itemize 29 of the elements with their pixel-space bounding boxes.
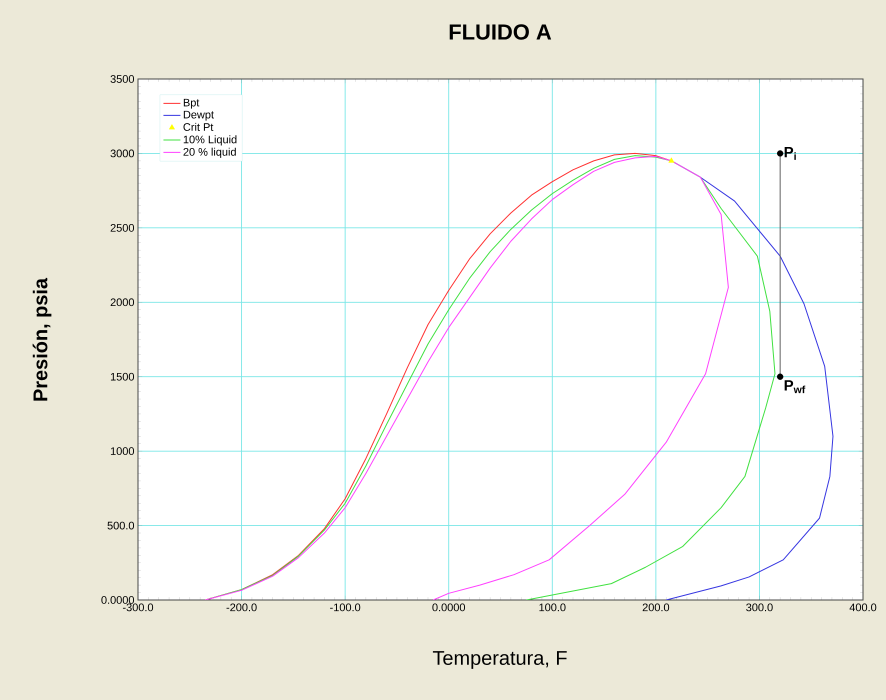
annotation: P$_{wf}$ — [784, 380, 806, 394]
point — [776, 374, 784, 380]
y-tick-label: 1000 — [110, 447, 134, 456]
legend-label: Bpt — [184, 98, 200, 109]
point — [776, 150, 784, 157]
x-tick-label: -200.0 — [226, 604, 257, 612]
y-tick-label: 2000 — [110, 298, 134, 306]
chart-title: FLUIDO A — [450, 24, 552, 40]
point — [668, 157, 674, 163]
x-tick-label: -100.0 — [330, 604, 360, 612]
x-tick-label: 400.0 — [850, 604, 876, 612]
legend-label: Crit Pt — [183, 122, 214, 131]
y-tick-label: 1500 — [110, 372, 134, 381]
legend-label: 10% Liquid — [184, 135, 236, 146]
x-tick-label: -300.0 — [122, 604, 154, 612]
legend-label: 20 % liquid — [183, 148, 236, 158]
x-axis-title: Temperatura, F — [432, 651, 567, 669]
y-tick-label: 0.0000 — [101, 596, 134, 604]
x-tick-label: 200.0 — [642, 604, 670, 612]
x-tick-label: 0.0000 — [432, 604, 466, 612]
y-axis-title: Presión, psia — [32, 278, 52, 401]
legend-label: Dewpt — [184, 110, 214, 121]
y-tick-label: 3000 — [110, 150, 134, 158]
y-tick-label: 500.0 — [107, 522, 134, 530]
y-tick-label: 3500 — [110, 75, 134, 83]
annotation: P$_{i}$ — [784, 146, 796, 160]
x-tick-label: 300.0 — [746, 604, 773, 612]
x-tick-label: 100.0 — [539, 604, 566, 612]
y-tick-label: 2500 — [110, 224, 134, 232]
